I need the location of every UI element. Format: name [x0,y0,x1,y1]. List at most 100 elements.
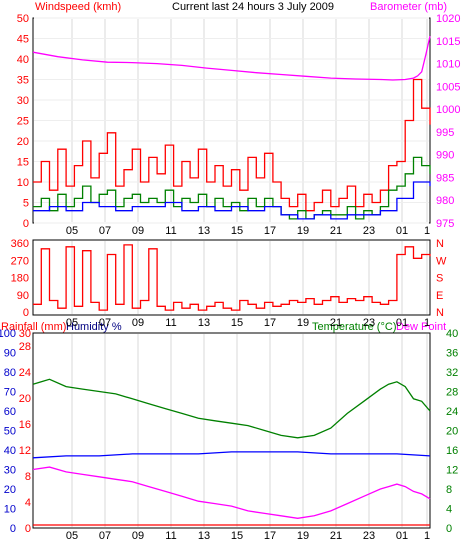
x-tick-label: 15 [231,225,243,237]
rain-tick-label: 4 [25,497,31,509]
compass-tick-label: S [436,273,443,285]
wind-tick-label: 40 [17,54,29,66]
humidity-tick-label: 20 [4,484,16,496]
rain-tick-label: 24 [19,367,31,379]
temperature-label: Temperature (°C) [312,321,396,333]
rain-tick-label: 28 [19,341,31,353]
barometer-tick-label: 1020 [436,13,460,25]
dewpoint-label: Dew Point [396,321,446,333]
barometer-tick-label: 1000 [436,104,460,116]
temperature-tick-label: 16 [446,445,458,457]
temperature-tick-label: 36 [446,348,458,360]
x-tick-label: 23 [363,317,375,329]
compass-tick-label: N [436,307,444,319]
wind-tick-label: 15 [17,157,29,169]
x-tick-label: 09 [132,530,144,542]
humidity-tick-label: 10 [4,504,16,516]
humidity-label: Humidity % [66,321,122,333]
barometer-tick-label: 985 [436,172,454,184]
x-tick-label: 23 [363,530,375,542]
x-tick-label: 19 [297,225,309,237]
x-tick-label: 07 [99,317,111,329]
barometer-tick-label: 980 [436,195,454,207]
temperature-tick-label: 28 [446,387,458,399]
x-tick-label: 21 [330,225,342,237]
humidity-tick-label: 50 [4,426,16,438]
barometer-axis-title: Barometer (mb) [370,1,447,13]
rainfall-label: Rainfall (mm) [1,321,66,333]
temperature-line [32,378,431,439]
x-tick-label: 1 [424,225,430,237]
x-tick-label: 01 [396,225,408,237]
wind-tick-label: 20 [17,136,29,148]
humidity-tick-label: 70 [4,387,16,399]
axis-tick-labels: 05 07 09 11 13 15 17 19 21 23 01 105 07 09 11 13 15 17 19 2… [0,13,460,542]
rain-tick-label: 16 [19,419,31,431]
humidity-tick-label: 40 [4,445,16,457]
barometer-tick-label: 990 [436,150,454,162]
wind-tick-label: 25 [17,116,29,128]
x-tick-label: 19 [297,317,309,329]
data-series [32,36,431,526]
humidity-tick-label: 30 [4,465,16,477]
x-tick-label: 23 [363,225,375,237]
wind-tick-label: 10 [17,177,29,189]
x-tick-label: 1 [424,530,430,542]
x-tick-label: 07 [99,225,111,237]
humidity-tick-label: 80 [4,367,16,379]
x-tick-label: 07 [99,530,111,542]
temperature-panel [32,332,431,529]
rain-tick-label: 0 [25,523,31,535]
humidity-line [32,451,431,459]
x-tick-label: 01 [396,530,408,542]
direction-panel [32,239,431,316]
x-tick-label: 13 [198,317,210,329]
barometer-tick-label: 1010 [436,59,460,71]
barometer-tick-label: 995 [436,127,454,139]
wind-other-line [33,181,431,220]
temperature-tick-label: 12 [446,465,458,477]
wind-gust-line [33,78,431,212]
dew-point-line [32,466,431,519]
rain-tick-label: 12 [19,445,31,457]
humidity-tick-label: 0 [10,523,16,535]
x-tick-label: 05 [66,530,78,542]
wind-tick-label: 45 [17,34,29,46]
x-tick-label: 17 [264,225,276,237]
compass-tick-label: N [436,238,444,250]
wind-tick-label: 50 [17,13,29,25]
temperature-tick-label: 4 [446,504,452,516]
temperature-tick-label: 8 [446,484,452,496]
barometer-tick-label: 975 [436,218,454,230]
x-tick-label: 17 [264,317,276,329]
x-tick-label: 21 [330,317,342,329]
barometer-tick-label: 1015 [436,36,460,48]
barometer-tick-label: 1005 [436,81,460,93]
wind-tick-label: 5 [23,198,29,210]
wind-tick-label: 0 [23,218,29,230]
chart-title: Current last 24 hours 3 July 2009 [172,1,334,13]
direction-tick-label: 90 [17,290,29,302]
direction-tick-label: 0 [23,307,29,319]
temperature-tick-label: 20 [446,426,458,438]
wind-tick-label: 35 [17,75,29,87]
humidity-tick-label: 60 [4,406,16,418]
x-tick-label: 11 [165,530,176,542]
temperature-tick-label: 40 [446,328,458,340]
temperature-tick-label: 32 [446,367,458,379]
x-tick-label: 11 [165,225,176,237]
rain-tick-label: 30 [19,328,31,340]
x-tick-label: 1 [424,317,430,329]
temperature-tick-label: 24 [446,406,458,418]
x-tick-label: 09 [132,317,144,329]
wind-tick-label: 30 [17,95,29,107]
x-tick-label: 13 [198,225,210,237]
x-tick-label: 09 [132,225,144,237]
x-tick-label: 05 [66,317,78,329]
barometer-line [32,36,431,81]
humidity-tick-label: 100 [0,328,16,340]
x-tick-label: 01 [396,317,408,329]
direction-tick-label: 270 [11,255,29,267]
